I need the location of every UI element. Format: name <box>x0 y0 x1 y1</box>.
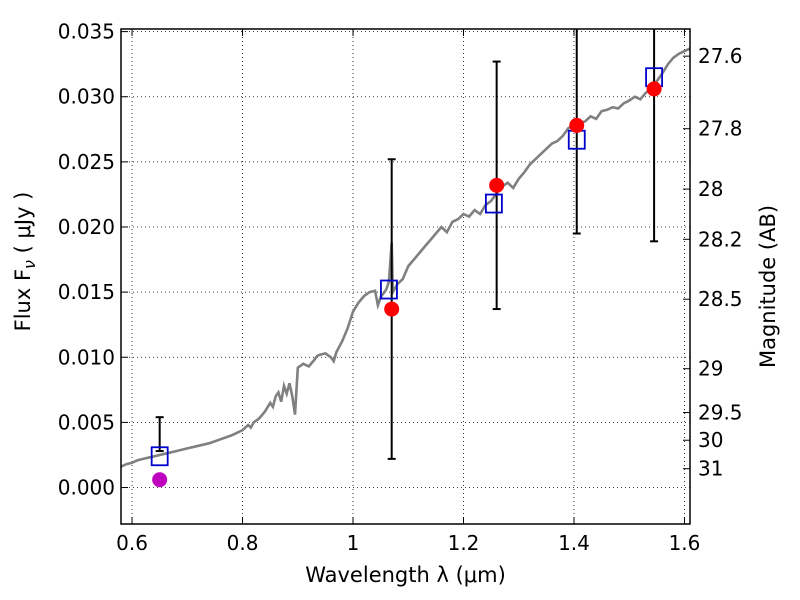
mag-tick-label: 28.5 <box>698 287 743 311</box>
mag-tick-label: 31 <box>698 457 723 481</box>
observed-point <box>489 177 505 193</box>
y-tick-label: 0.015 <box>58 280 115 304</box>
y-tick-label: 0.035 <box>58 20 115 44</box>
mag-tick-label: 27.8 <box>698 117 743 141</box>
y-axis-label-unit: ( μJy ) <box>11 192 35 260</box>
y-tick-label: 0.010 <box>58 345 115 369</box>
x-tick-label: 1.4 <box>558 531 590 555</box>
grid-layer <box>121 29 690 524</box>
mag-tick-label: 29 <box>698 357 723 381</box>
y2-axis-label: Magnitude (AB) <box>756 205 780 368</box>
mag-tick-label: 27.6 <box>698 44 743 68</box>
plot-clipped <box>121 29 690 488</box>
x-tick-label: 1 <box>347 531 360 555</box>
plot-layer <box>121 29 690 488</box>
observed-point <box>646 81 662 97</box>
y-tick-label: 0.025 <box>58 150 115 174</box>
mag-tick-label: 29.5 <box>698 401 743 425</box>
spectrum-line <box>121 47 690 468</box>
model-point-box <box>380 279 398 300</box>
y-tick-label: 0.000 <box>58 476 115 500</box>
x-tick-label: 1.6 <box>669 531 701 555</box>
y-tick-label: 0.005 <box>58 410 115 434</box>
svg-text:Flux Fν ( μJy ): Flux Fν ( μJy ) <box>11 192 39 332</box>
y-tick-label: 0.030 <box>58 85 115 109</box>
plot-frame <box>120 28 691 525</box>
x-tick-label: 0.8 <box>227 531 259 555</box>
model-point-box <box>484 193 503 214</box>
y-axis-label-subscript: ν <box>20 260 39 269</box>
observed-point <box>152 472 168 488</box>
y-tick-label: 0.020 <box>58 215 115 239</box>
x-tick-label: 1.2 <box>448 531 480 555</box>
observed-point <box>569 117 585 133</box>
x-tick-label: 0.6 <box>116 531 148 555</box>
y-axis-label-text: Flux F <box>11 269 35 331</box>
mag-tick-label: 28 <box>698 177 723 201</box>
observed-point <box>384 301 400 317</box>
mag-tick-label: 28.2 <box>698 227 743 251</box>
y-axis-label: Flux Fν ( μJy ) <box>11 192 39 332</box>
ticks-layer: 0.6 0.8 1 1.2 1.4 1.6 0.000 0.005 0.010 0.015 0.02… <box>58 20 743 555</box>
mag-tick-label: 30 <box>698 428 723 452</box>
x-axis-label: Wavelength λ (μm) <box>305 563 506 587</box>
model-point-box <box>150 446 169 467</box>
